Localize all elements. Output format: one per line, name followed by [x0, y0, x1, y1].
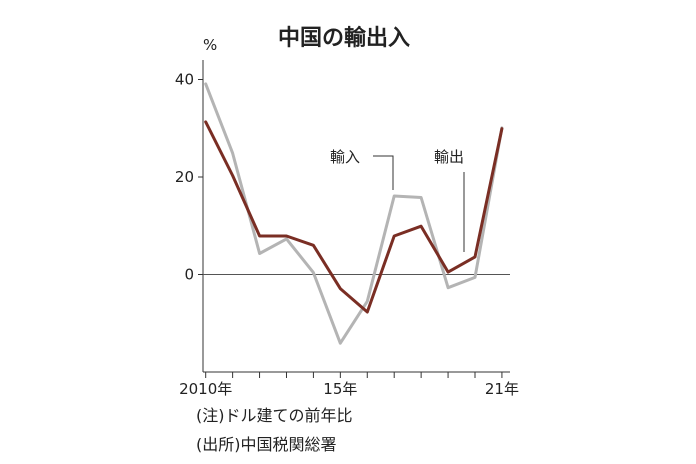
x-tick-label: 2010年 — [179, 380, 232, 398]
y-tick-label: 40 — [175, 71, 194, 89]
chart-title: 中国の輸出入 — [278, 25, 410, 51]
series-line-export — [204, 120, 504, 314]
note-currency: (注)ドル建ての前年比 — [196, 406, 353, 425]
series-label-export: 輸出 — [434, 148, 464, 166]
x-tick-label: 15年 — [323, 380, 357, 398]
series-line-import — [204, 82, 504, 345]
y-axis-unit: % — [203, 36, 217, 54]
series-label-import-leader — [373, 155, 394, 190]
x-tick-label: 21年 — [485, 380, 519, 398]
y-tick-label: 20 — [175, 168, 194, 186]
y-tick-label: 0 — [184, 266, 194, 284]
note-source: (出所)中国税関総署 — [196, 435, 337, 454]
series-label-import: 輸入 — [330, 148, 360, 166]
